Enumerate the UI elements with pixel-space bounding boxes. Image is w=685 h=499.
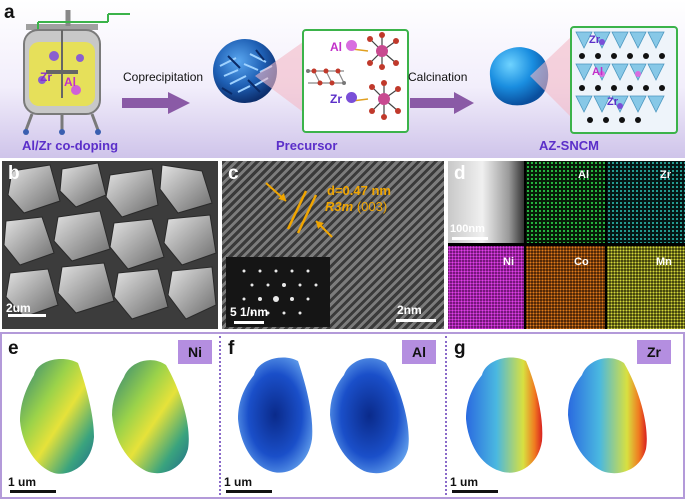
lattice-structure — [575, 31, 665, 123]
inset-al-label: Al — [330, 40, 342, 54]
lattice-al-label: Al — [592, 66, 603, 78]
az-sncm-zoom-wedge — [530, 36, 572, 118]
panel-g-scale-label: 1 um — [450, 475, 479, 489]
az-sncm-particle — [489, 47, 549, 106]
calcination-label: Calcination — [408, 70, 468, 84]
eds-map-ni — [448, 246, 524, 329]
panel-g-scalebar — [452, 490, 498, 493]
plane-index: (003) — [356, 199, 388, 214]
reactor-illustration — [23, 10, 130, 135]
precursor-zoom-wedge — [255, 42, 303, 112]
panel-g-element-tag: Zr — [637, 340, 671, 364]
reactor-al-label: Al — [64, 75, 76, 89]
panel-a: a Zr Al Al/Zr co-doping Coprecipitation — [0, 0, 685, 158]
d-spacing-label: d=0.47 nm — [327, 183, 391, 198]
panel-c-letter: c — [228, 163, 239, 184]
panel-d-scale-label: 100nm — [450, 223, 485, 235]
step3-label: AZ-SNCM — [539, 138, 599, 153]
panel-d-letter: d — [454, 163, 466, 184]
diffraction-inset — [226, 257, 330, 327]
panel-a-letter: a — [4, 2, 15, 23]
lattice-inset — [570, 26, 678, 134]
eds-map-mn — [607, 246, 685, 329]
panel-b-scale-label: 2um — [6, 301, 31, 315]
panel-e-scale-label: 1 um — [8, 475, 37, 489]
eds-map-co-label: Co — [574, 256, 589, 268]
precursor-sphere — [213, 39, 277, 103]
panel-d: d 100nm Al Zr Ni Co Mn — [448, 161, 685, 329]
divider-fg — [445, 336, 447, 495]
eds-map-al — [526, 161, 605, 243]
eds-map-al-label: Al — [578, 169, 589, 181]
panel-d-scalebar — [452, 237, 488, 240]
panel-f-letter: f — [228, 338, 235, 359]
panel-c-inset-scale-label: 5 1/nm — [230, 305, 269, 319]
panel-c-scalebar — [396, 319, 436, 322]
panel-g-letter: g — [454, 338, 466, 359]
eds-map-co — [526, 246, 605, 329]
coprecipitation-label: Coprecipitation — [123, 70, 204, 84]
plane-label: R3m (003) — [325, 199, 387, 214]
panel-b-scalebar — [8, 314, 46, 317]
inset-zr-label: Zr — [330, 92, 342, 106]
panel-f-scalebar — [226, 490, 272, 493]
panel-c-hrtem-image: c d=0.47 nm R3m (003) 5 1/nm 2nm — [222, 161, 444, 329]
haadf-image — [448, 161, 524, 243]
eds-map-ni-label: Ni — [503, 256, 514, 268]
eds-map-zr-label: Zr — [660, 169, 671, 181]
panel-f-scale-label: 1 um — [224, 475, 253, 489]
panel-c-scale-label: 2nm — [397, 303, 422, 317]
eds-map-mn-label: Mn — [656, 256, 672, 268]
panel-f-al-map — [238, 357, 409, 474]
panel-e-letter: e — [8, 338, 19, 359]
arrow-1-icon — [122, 92, 190, 114]
divider-ef — [219, 336, 221, 495]
step1-label: Al/Zr co-doping — [22, 138, 119, 153]
panel-f-element-tag: Al — [402, 340, 436, 364]
lattice-zr-label-2: Zr — [607, 96, 618, 108]
panel-e-scalebar — [10, 490, 56, 493]
eds-map-zr — [607, 161, 685, 243]
precursor-structure — [306, 32, 401, 120]
panel-e-element-tag: Ni — [178, 340, 212, 364]
diffraction-spots — [242, 269, 318, 315]
lattice-zr-label-1: Zr — [589, 34, 600, 46]
reactor-zr-label: Zr — [40, 70, 52, 84]
panel-b-letter: b — [8, 163, 20, 184]
step2-label: Precursor — [276, 138, 338, 153]
panel-g-zr-map — [466, 357, 647, 474]
inset-al-atom-icon — [346, 40, 357, 51]
panel-e-ni-map — [20, 359, 189, 474]
sem-particles — [2, 161, 218, 329]
arrow-2-icon — [410, 92, 474, 114]
space-group: R3m — [325, 199, 354, 214]
panel-b-sem-image: b 2um — [2, 161, 218, 329]
lattice-fringe-markers — [265, 182, 333, 238]
panel-c-inset-scalebar — [234, 321, 264, 324]
inset-zr-atom-icon — [346, 92, 357, 103]
